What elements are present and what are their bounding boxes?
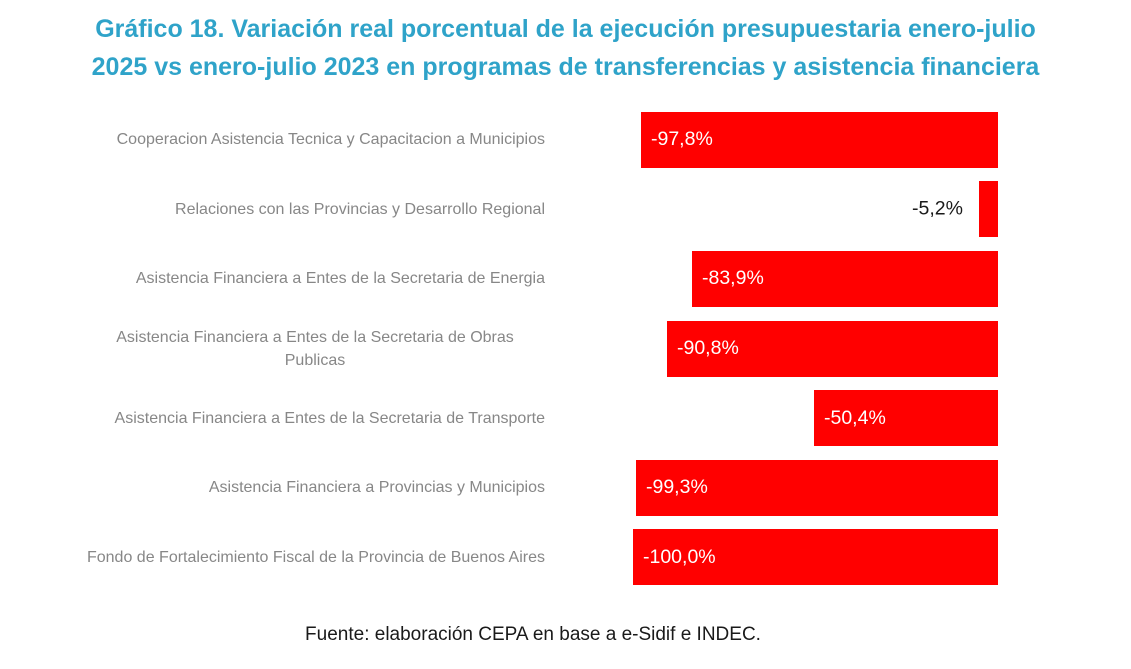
category-label: Relaciones con las Provincias y Desarrol… — [175, 200, 545, 218]
bar-track: -99,3% — [633, 459, 998, 516]
category-label: Asistencia Financiera a Entes de la Secr… — [135, 270, 545, 288]
value-label-inside: -83,9% — [702, 267, 764, 290]
bar-track: -97,8% — [633, 111, 998, 168]
category-label: Asistencia Financiera a Provincias y Mun… — [208, 479, 545, 497]
value-bar: -83,9% — [692, 250, 998, 307]
value-bar — [979, 181, 998, 238]
label-bar-gap — [545, 348, 633, 349]
category-label-cell: Asistencia Financiera a Entes de la Secr… — [85, 326, 545, 372]
label-bar-gap — [545, 278, 633, 279]
chart-row: Asistencia Financiera a Entes de la Secr… — [85, 244, 998, 314]
category-label: Asistencia Financiera a Entes de la Secr… — [116, 328, 514, 369]
chart-row: Asistencia Financiera a Entes de la Secr… — [85, 314, 998, 384]
category-label: Fondo de Fortalecimiento Fiscal de la Pr… — [86, 548, 545, 566]
label-bar-gap — [545, 209, 633, 210]
category-label-cell: Asistencia Financiera a Entes de la Secr… — [85, 407, 545, 430]
value-label-outside: -5,2% — [912, 197, 963, 220]
label-bar-gap — [545, 418, 633, 419]
label-bar-gap — [545, 487, 633, 488]
chart-rows: Cooperacion Asistencia Tecnica y Capacit… — [85, 105, 998, 592]
category-label-cell: Asistencia Financiera a Entes de la Secr… — [85, 267, 545, 290]
label-bar-gap — [545, 557, 633, 558]
value-bar: -90,8% — [667, 320, 998, 377]
bar-track: -50,4% — [633, 390, 998, 447]
value-label-inside: -50,4% — [824, 406, 886, 429]
chart-row: Asistencia Financiera a Entes de la Secr… — [85, 383, 998, 453]
bar-track: -90,8% — [633, 320, 998, 377]
value-bar: -97,8% — [641, 111, 998, 168]
chart-row: Relaciones con las Provincias y Desarrol… — [85, 175, 998, 245]
chart-title: Gráfico 18. Variación real porcentual de… — [36, 10, 1096, 86]
category-label-cell: Asistencia Financiera a Provincias y Mun… — [85, 476, 545, 499]
category-label-cell: Cooperacion Asistencia Tecnica y Capacit… — [85, 128, 545, 151]
category-label-cell: Fondo de Fortalecimiento Fiscal de la Pr… — [85, 546, 545, 569]
label-bar-gap — [545, 139, 633, 140]
bar-track: -100,0% — [633, 529, 998, 586]
chart-row: Asistencia Financiera a Provincias y Mun… — [85, 453, 998, 523]
category-label-cell: Relaciones con las Provincias y Desarrol… — [85, 198, 545, 221]
value-bar: -50,4% — [814, 390, 998, 447]
bar-track: -83,9% — [633, 250, 998, 307]
chart-title-line-2: 2025 vs enero-julio 2023 en programas de… — [91, 53, 1040, 81]
chart-row: Fondo de Fortalecimiento Fiscal de la Pr… — [85, 523, 998, 593]
value-label-inside: -99,3% — [646, 476, 708, 499]
value-bar: -99,3% — [636, 459, 998, 516]
value-label-inside: -97,8% — [651, 128, 713, 151]
category-label: Cooperacion Asistencia Tecnica y Capacit… — [116, 131, 545, 149]
chart-row: Cooperacion Asistencia Tecnica y Capacit… — [85, 105, 998, 175]
chart-title-line-1: Gráfico 18. Variación real porcentual de… — [95, 15, 1036, 43]
bar-chart: Cooperacion Asistencia Tecnica y Capacit… — [85, 105, 998, 592]
value-label-inside: -90,8% — [677, 337, 739, 360]
category-label: Asistencia Financiera a Entes de la Secr… — [114, 409, 545, 427]
bar-track: -5,2% — [633, 181, 998, 238]
value-bar: -100,0% — [633, 529, 998, 586]
source-note: Fuente: elaboración CEPA en base a e-Sid… — [305, 624, 761, 645]
value-label-inside: -100,0% — [643, 545, 716, 568]
